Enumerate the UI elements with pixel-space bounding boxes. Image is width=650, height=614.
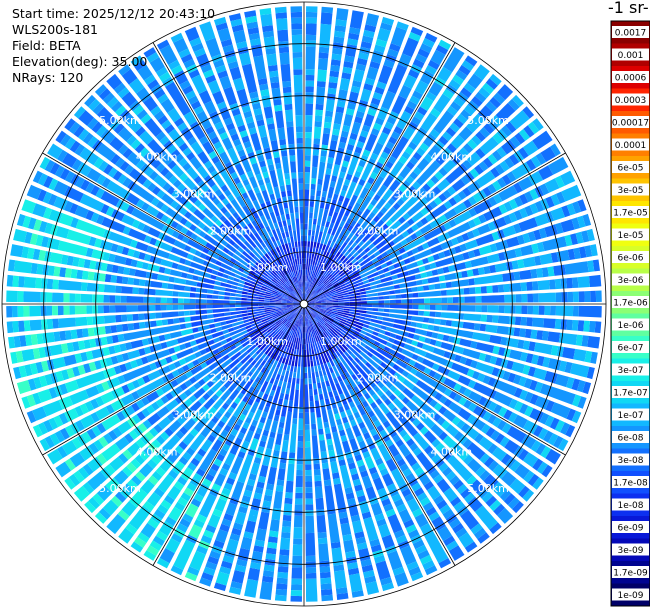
colorbar-label: 0.0017 — [615, 29, 647, 39]
colorbar-label: 6e-07 — [618, 344, 644, 354]
colorbar-label-box — [612, 26, 649, 38]
start-time: Start time: 2025/12/12 20:43:10 — [12, 6, 216, 21]
colorbar-label-box — [612, 566, 649, 578]
ring-label: 4.00km — [431, 151, 473, 164]
colorbar-label-box — [612, 341, 649, 353]
ring-label: 2.00km — [210, 224, 252, 237]
colorbar-label: 1e-09 — [618, 591, 644, 601]
colorbar-label: 1.7e-06 — [613, 299, 648, 309]
ring-label: 2.00km — [357, 224, 399, 237]
ring-label: 5.00km — [467, 482, 509, 495]
colorbar-label-box — [612, 138, 649, 151]
colorbar-label: 1.7e-08 — [613, 479, 648, 489]
colorbar-label-box — [612, 476, 649, 488]
colorbar-label-box — [612, 48, 649, 61]
colorbar-unit-label: -1 sr- — [608, 0, 649, 17]
ring-label: 4.00km — [136, 151, 178, 164]
colorbar-label: 3e-09 — [618, 546, 644, 556]
ring-label: 5.00km — [99, 114, 141, 127]
colorbar-label-box — [612, 93, 649, 106]
colorbar-label-box — [612, 228, 649, 241]
azimuth-line — [303, 303, 566, 456]
colorbar-label-box — [612, 183, 649, 196]
colorbar-label: 1e-06 — [618, 321, 644, 331]
colorbar-label: 6e-06 — [618, 254, 644, 264]
azimuth-line — [303, 42, 456, 305]
polar-grid — [1, 1, 607, 607]
colorbar-label: 3e-08 — [618, 456, 644, 466]
colorbar-label-box — [612, 521, 649, 533]
ring-label: 1.00km — [246, 335, 288, 348]
colorbar-label: 1.7e-09 — [613, 569, 648, 579]
azimuth-line — [303, 152, 566, 305]
instrument-name: WLS200s-181 — [12, 22, 98, 37]
colorbar-label: 1e-08 — [618, 501, 644, 511]
azimuth-line — [152, 42, 305, 305]
colorbar-label-box — [612, 588, 649, 601]
ring-label: 1.00km — [320, 261, 362, 274]
colorbar-label: 1.7e-05 — [613, 209, 648, 219]
colorbar-label: 0.001 — [618, 51, 644, 61]
ring-label: 3.00km — [173, 188, 215, 201]
azimuth-line — [42, 303, 305, 456]
field-name: Field: BETA — [12, 38, 81, 53]
ring-label: 3.00km — [394, 409, 436, 422]
ring-labels: 1.00km 1.00km 1.00km 1.00km 2.00km 2.00km 2.00… — [99, 114, 509, 495]
azimuth-line — [152, 303, 305, 566]
ring-label: 1.00km — [246, 261, 288, 274]
ring-label: 4.00km — [136, 445, 178, 458]
colorbar-label: 3e-05 — [618, 186, 644, 196]
colorbar: 0.0017 0.001 0.0006 0.0003 0.00017 0.0001 6e-0… — [610, 20, 650, 607]
colorbar-label: 1e-07 — [618, 411, 644, 421]
azimuth-line — [303, 303, 456, 566]
ring-label: 3.00km — [173, 409, 215, 422]
colorbar-label: 1e-05 — [618, 231, 644, 241]
data-bins — [15, 219, 210, 582]
ring-label: 1.00km — [320, 335, 362, 348]
colorbar-label: 0.0001 — [615, 141, 647, 151]
colorbar-label: 3e-06 — [618, 276, 644, 286]
colorbar-label-box — [612, 296, 649, 308]
colorbar-label-box — [612, 386, 649, 398]
colorbar-label-box — [612, 408, 649, 421]
colorbar-label-box — [612, 116, 649, 128]
ring-label: 5.00km — [467, 114, 509, 127]
colorbar-label-box — [612, 431, 649, 443]
azimuth-line — [42, 152, 305, 305]
colorbar-label-box — [612, 161, 649, 173]
ring-label: 2.00km — [357, 372, 399, 385]
data-bins — [37, 10, 602, 602]
colorbar-label: 3e-07 — [618, 366, 644, 376]
colorbar-label-box — [612, 318, 649, 331]
radar-origin — [299, 299, 309, 309]
colorbar-label-box — [612, 71, 649, 83]
colorbar-label: 0.00017 — [612, 119, 649, 129]
colorbar-label-box — [612, 206, 649, 218]
ring-label: 3.00km — [394, 188, 436, 201]
colorbar-frame — [610, 20, 650, 607]
colorbar-label-box — [612, 453, 649, 466]
elevation-value: Elevation(deg): 35.00 — [12, 54, 148, 69]
ring-label: 2.00km — [210, 372, 252, 385]
colorbar-label-box — [612, 543, 649, 556]
colorbar-label: 6e-09 — [618, 524, 644, 534]
colorbar-label: 0.0003 — [615, 96, 647, 106]
nrays-value: NRays: 120 — [12, 70, 84, 85]
ring-label: 5.00km — [99, 482, 141, 495]
colorbar-label: 6e-05 — [618, 164, 644, 174]
colorbar-label-box — [612, 363, 649, 376]
colorbar-label-box — [612, 251, 649, 263]
colorbar-label: 6e-08 — [618, 434, 644, 444]
colorbar-label: 1.7e-07 — [613, 389, 648, 399]
colorbar-label: 0.0006 — [615, 74, 647, 84]
colorbar-label-box — [612, 273, 649, 286]
ring-label: 4.00km — [431, 445, 473, 458]
colorbar-label-box — [612, 498, 649, 511]
